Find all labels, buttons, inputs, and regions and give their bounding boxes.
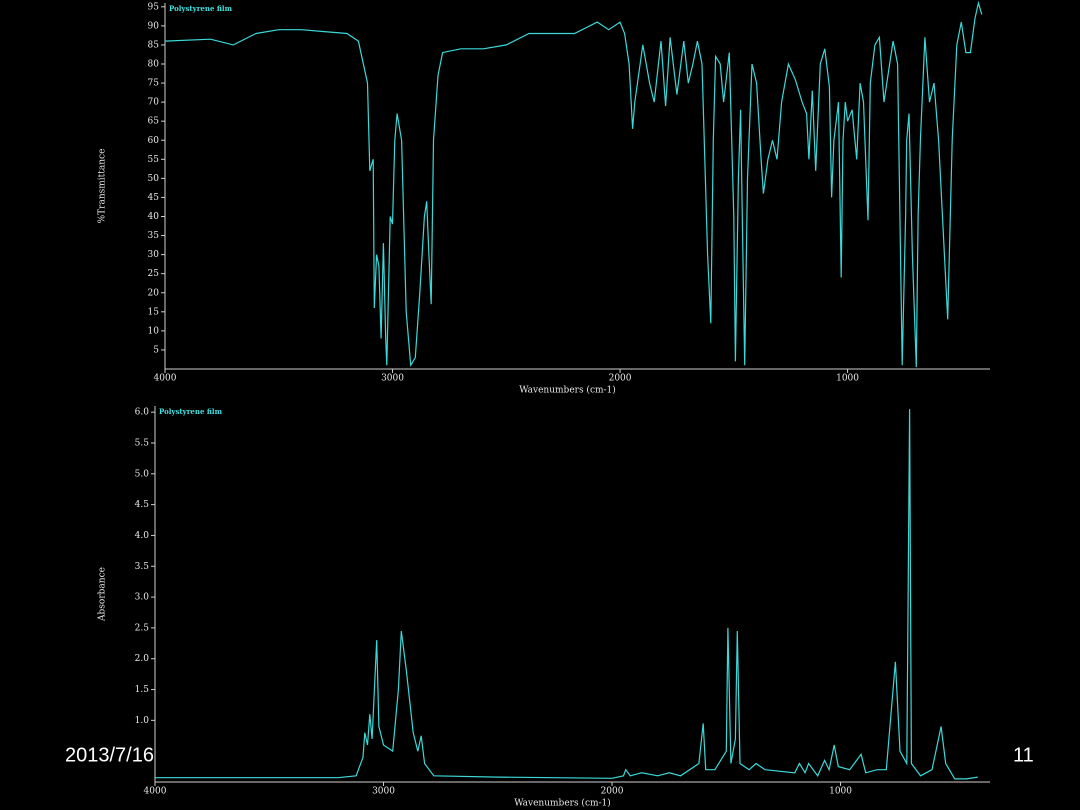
y-tick-label: 15 <box>148 307 160 317</box>
spectrum-line <box>155 409 978 780</box>
x-axis-label: Wavenumbers (cm-1) <box>514 798 611 809</box>
y-tick-label: 5.5 <box>135 438 150 448</box>
y-tick-label: 95 <box>148 2 160 12</box>
y-tick-label: 50 <box>148 174 160 184</box>
y-tick-label: 4.0 <box>135 531 150 541</box>
x-axis-label: Wavenumbers (cm-1) <box>519 385 616 396</box>
x-tick-label: 3000 <box>372 787 395 797</box>
x-tick-label: 2000 <box>601 787 624 797</box>
x-tick-label: 1000 <box>836 374 859 384</box>
y-axis-label: %Transmittance <box>98 149 108 224</box>
y-tick-label: 55 <box>148 155 160 165</box>
y-tick-label: 6.0 <box>135 408 150 418</box>
y-tick-label: 2.0 <box>135 654 150 664</box>
y-tick-label: 2.5 <box>135 623 150 633</box>
y-tick-label: 5.0 <box>135 469 150 479</box>
y-tick-label: 5 <box>153 345 159 355</box>
x-tick-label: 3000 <box>381 374 404 384</box>
legend-entry: Polystyrene film <box>159 407 223 416</box>
y-tick-label: 60 <box>148 136 160 146</box>
legend-entry: Polystyrene film <box>169 4 233 13</box>
y-tick-label: 10 <box>148 326 160 336</box>
footer-date: 2013/7/16 <box>65 744 154 766</box>
spectrum-line <box>164 0 983 368</box>
y-tick-label: 3.0 <box>135 593 150 603</box>
footer-page: 11 <box>1013 744 1034 766</box>
y-tick-label: 65 <box>148 117 160 127</box>
x-tick-label: 1000 <box>829 787 852 797</box>
y-tick-label: 75 <box>148 79 160 89</box>
x-tick-label: 2000 <box>609 374 632 384</box>
y-tick-label: 3.5 <box>135 562 150 572</box>
y-tick-label: 35 <box>148 231 160 241</box>
y-tick-label: 25 <box>148 269 160 279</box>
y-tick-label: 90 <box>148 21 160 31</box>
y-axis-label: Absorbance <box>98 567 108 622</box>
y-tick-label: 45 <box>148 193 160 203</box>
y-tick-label: 4.5 <box>135 500 150 510</box>
y-tick-label: 70 <box>148 98 160 108</box>
y-tick-label: 20 <box>148 288 160 298</box>
x-tick-label: 4000 <box>154 374 177 384</box>
y-tick-label: 1.5 <box>135 685 150 695</box>
y-tick-label: 85 <box>148 40 160 50</box>
y-tick-label: 40 <box>148 212 160 222</box>
x-tick-label: 4000 <box>144 787 167 797</box>
y-tick-label: 1.0 <box>135 716 150 726</box>
y-tick-label: 30 <box>148 250 160 260</box>
y-tick-label: 80 <box>148 60 160 70</box>
